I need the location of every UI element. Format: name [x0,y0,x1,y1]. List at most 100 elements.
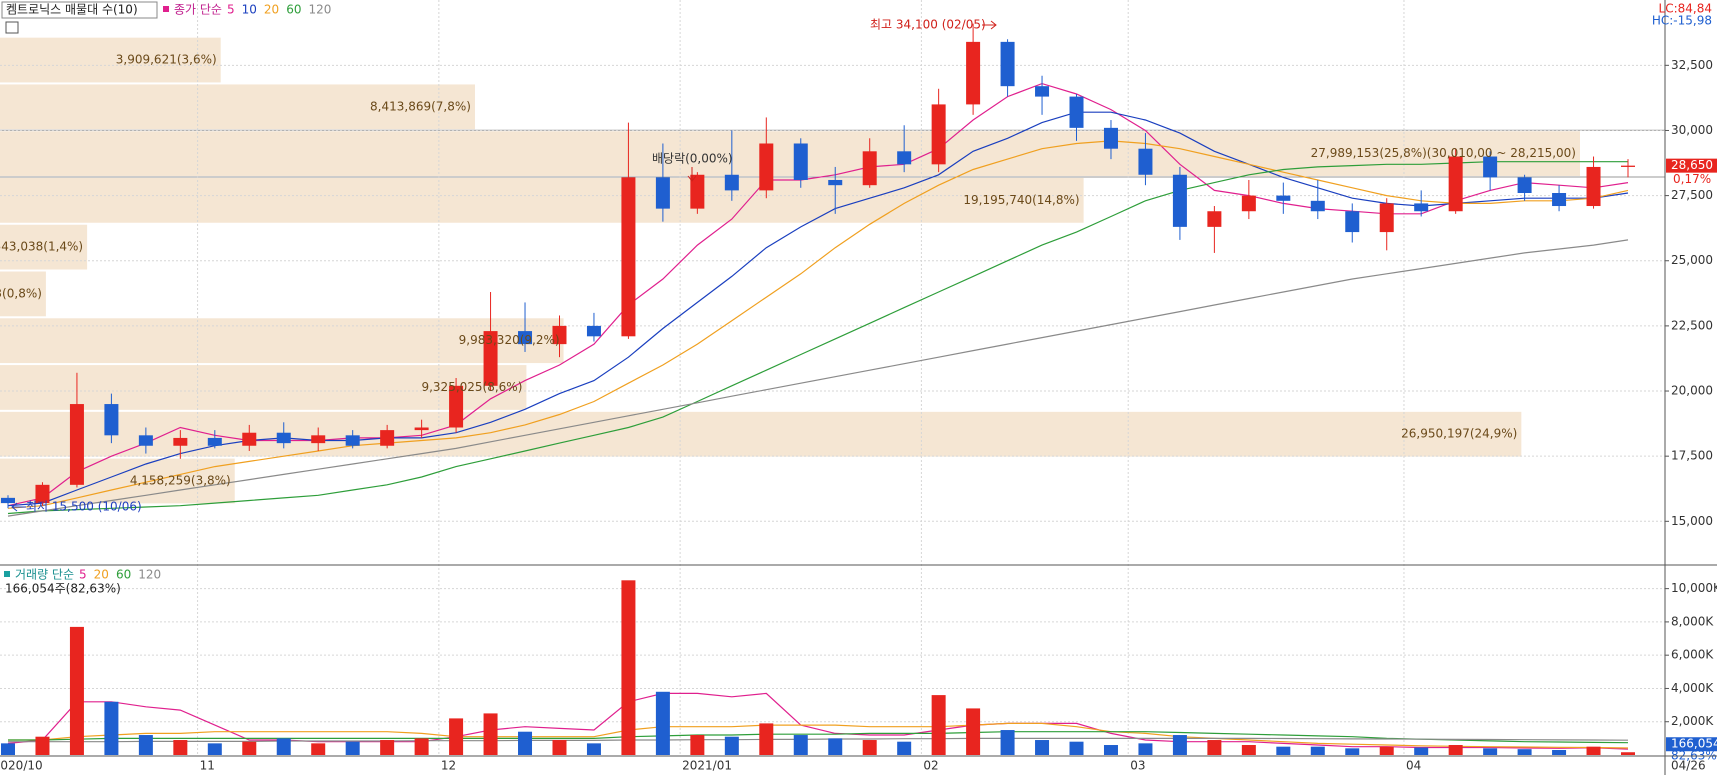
y-tick-label: 17,500 [1671,449,1713,463]
volume-bar [586,743,601,755]
volume-tag: 166,054 [1671,737,1717,751]
text-layer: 3,909,621(3,6%) 8,413,869(7,8%) 27,989,153… [0,3,1717,773]
volume-info: 166,054주(82,63%) [5,582,121,596]
candle-body [138,435,153,446]
volume-bar [759,723,774,755]
y-tick-label: 22,500 [1671,318,1713,332]
candle-body [35,484,50,504]
volume-bar [173,740,188,755]
candle-body [311,435,326,444]
volume-bar [1207,740,1222,755]
volume-bar [1414,747,1429,755]
candle-body [828,179,843,186]
volume-bar [1448,745,1463,755]
volume-legend-swatch [4,571,10,577]
volume-bar [1517,749,1532,755]
candle-body [1448,156,1463,212]
x-tick-label: 04 [1406,759,1421,773]
candle-body [1345,211,1360,233]
volume-bar [1035,740,1050,755]
candle-body [552,325,567,345]
volume-bar [35,736,50,755]
candle-layer [1,23,1635,755]
profile-label: 27,989,153(25,8%)(30,010,00 ~ 28,215,00) [1311,146,1576,160]
legend-item: 60 [116,568,131,582]
candle-body [1103,127,1118,149]
volume-bar [793,735,808,755]
y-tick-label: 30,000 [1671,123,1713,137]
candle-body [1483,156,1498,178]
legend-item: 120 [308,3,331,17]
volume-ma-line [8,722,1629,749]
volume-bar [1345,748,1360,755]
candle-body [1241,195,1256,212]
volume-tick-label: 10,000K [1671,581,1717,595]
volume-tag-box [1666,737,1717,752]
x-tick-label: 2021/01 [682,759,732,773]
candle-body [1172,174,1187,227]
candle-body [207,437,222,446]
volume-bar [897,741,912,755]
candle-body [1586,166,1601,207]
candle-body [173,437,188,446]
calendar-icon[interactable] [5,21,19,34]
legend-item: 20 [94,568,109,582]
volume-bar [828,738,843,755]
candle-body [1276,195,1291,201]
candle-body [724,174,739,191]
volume-bar [1586,746,1601,755]
volume-bar [690,735,705,755]
candle-body [1552,193,1567,207]
y-tick-label: 25,000 [1671,253,1713,267]
candle-body [483,331,498,386]
candle-body [1207,211,1222,227]
legend-item: 120 [138,568,161,582]
candle-body [1517,177,1532,193]
price-ma-line [7,161,1628,515]
volume-bar [1276,746,1291,755]
event-annotation: 배당락(0,00%) [652,152,733,166]
low-annotation: 최저 15,500 (10/06) [26,500,142,514]
volume-bar [1000,730,1015,755]
volume-bar [966,708,981,755]
profile-label: 9,325,025(8,6%) [421,380,522,394]
x-tick-label: 03 [1130,759,1145,773]
x-tick-label: 04/26 [1671,759,1706,773]
title-box [1,1,158,19]
candle-body [586,325,601,337]
legend-item: 20 [264,3,279,17]
price-ma-line [7,239,1629,517]
profile-label: 3,909,621(3,6%) [116,53,217,67]
candle-body [621,177,636,337]
volume-bar [380,740,395,755]
candle-body [793,143,808,180]
volume-bar [242,741,257,755]
volume-bar [862,740,877,755]
lc-label: LC:84,84 [1659,2,1712,16]
candle-body [1035,86,1050,97]
x-tick-label: 02 [923,759,938,773]
profile-label: 26,950,197(24,9%) [1401,427,1517,441]
legend-item: 10 [242,3,257,17]
candle-body [655,177,670,209]
candle-body [690,174,705,209]
profile-label: 4,158,259(3,8%) [130,473,231,487]
candle-body [897,151,912,165]
candle-body [518,331,533,345]
legend-title: 거래량 단순 [15,568,74,582]
candle-body [966,41,981,105]
legend-item: 5 [79,568,87,582]
y-tick-label: 20,000 [1671,384,1713,398]
profile-bar [0,37,221,83]
profile-label: 9,983,320(9,2%) [459,333,560,347]
volume-tick-label: 8,000K [1671,614,1714,628]
volume-tick-label: 4,000K [1671,681,1714,695]
low-arrow [11,502,26,512]
legend-item: 5 [227,3,235,17]
volume-bar [69,626,84,755]
x-tick-label: 11 [200,759,215,773]
volume-bar [1621,752,1635,755]
candle-body [69,404,84,485]
candle-body [414,427,429,431]
